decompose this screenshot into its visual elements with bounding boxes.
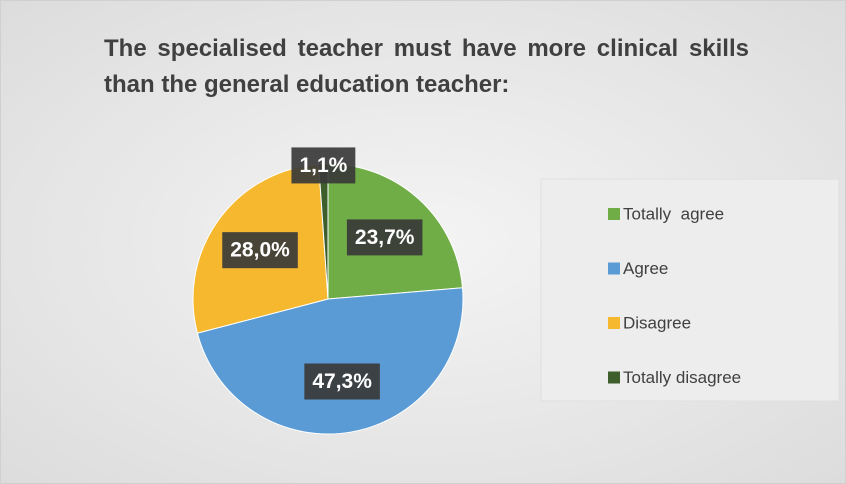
value-label-box xyxy=(291,147,356,184)
value-label-group: 23,7% xyxy=(346,219,423,256)
legend-box xyxy=(540,178,840,402)
value-label: 1,1% xyxy=(299,154,347,177)
value-label: 28,0% xyxy=(230,239,290,262)
legend-swatch xyxy=(608,208,620,220)
value-label-group: 1,1% xyxy=(291,147,356,184)
legend-swatch xyxy=(608,371,620,384)
value-label-box xyxy=(346,219,423,256)
value-label: 23,7% xyxy=(355,226,415,249)
value-label: 47,3% xyxy=(312,370,372,393)
legend-label: Totally disagree xyxy=(623,368,741,387)
chart-title: The specialised teacher must have more c… xyxy=(104,35,749,98)
value-label-box xyxy=(222,232,298,269)
pie-slice xyxy=(196,287,464,435)
value-label-box xyxy=(304,363,380,400)
legend-label: Totally agree xyxy=(623,204,724,223)
legend-swatch xyxy=(608,317,620,329)
legend-swatch xyxy=(608,262,620,275)
legend-label: Disagree xyxy=(623,313,691,332)
legend-label: Agree xyxy=(623,259,668,278)
value-label-group: 47,3% xyxy=(304,363,380,400)
value-label-group: 28,0% xyxy=(222,232,298,269)
